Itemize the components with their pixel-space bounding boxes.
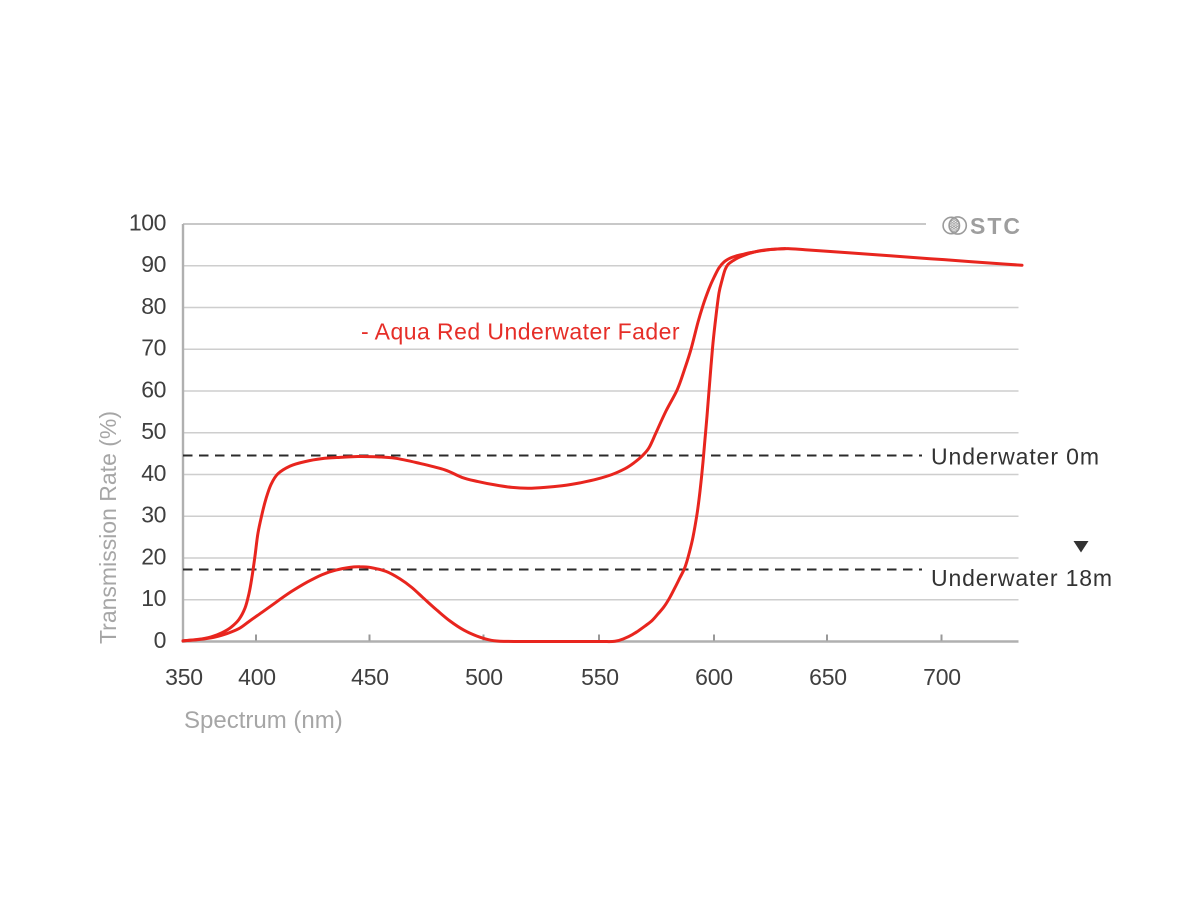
svg-text:- Aqua Red Underwater Fader: - Aqua Red Underwater Fader: [361, 318, 680, 344]
svg-text:600: 600: [695, 664, 733, 690]
svg-text:STC: STC: [970, 213, 1022, 239]
svg-text:60: 60: [141, 376, 166, 402]
svg-text:50: 50: [141, 418, 166, 444]
svg-text:10: 10: [141, 585, 166, 611]
svg-text:0: 0: [154, 627, 166, 653]
svg-text:400: 400: [238, 664, 276, 690]
svg-text:Underwater 0m: Underwater 0m: [931, 444, 1100, 470]
svg-text:Transmission Rate (%): Transmission Rate (%): [95, 411, 121, 644]
svg-text:20: 20: [141, 543, 166, 569]
svg-text:650: 650: [809, 664, 847, 690]
svg-text:70: 70: [141, 335, 166, 361]
svg-text:550: 550: [581, 664, 619, 690]
svg-text:40: 40: [141, 460, 166, 486]
svg-text:500: 500: [465, 664, 503, 690]
svg-text:100: 100: [129, 209, 166, 235]
svg-text:30: 30: [141, 502, 166, 528]
svg-text:350: 350: [165, 664, 203, 690]
svg-text:700: 700: [923, 664, 961, 690]
svg-text:80: 80: [141, 293, 166, 319]
svg-text:450: 450: [351, 664, 389, 690]
svg-text:Underwater 18m: Underwater 18m: [931, 565, 1113, 591]
svg-text:90: 90: [141, 251, 166, 277]
svg-text:Spectrum (nm): Spectrum (nm): [184, 707, 343, 734]
